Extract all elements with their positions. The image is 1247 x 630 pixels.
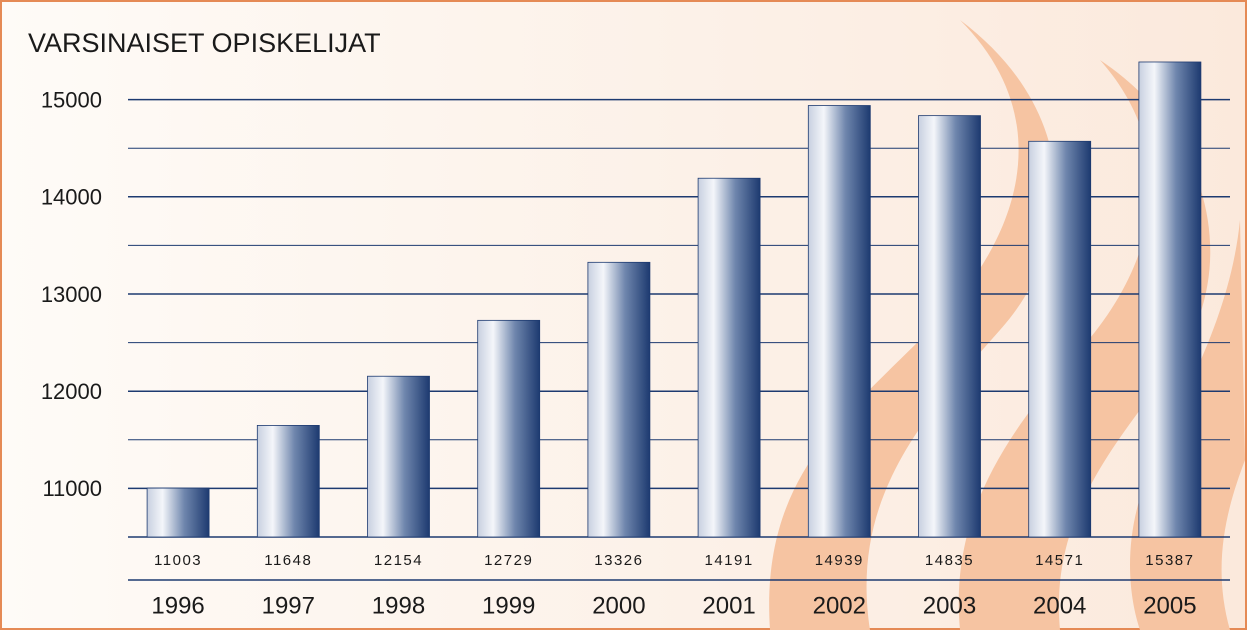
bar: [1029, 141, 1091, 537]
value-label: 12154: [374, 552, 423, 569]
x-tick-label: 2005: [1143, 592, 1196, 619]
bar: [257, 425, 319, 537]
chart-title: VARSINAISET OPISKELIJAT: [28, 28, 381, 58]
chart: VARSINAISET OPISKELIJAT 11000 12000 13000 1…: [0, 0, 1247, 630]
y-tick-label: 11000: [42, 476, 102, 501]
y-tick-label: 14000: [41, 185, 102, 210]
value-label: 14835: [925, 552, 974, 569]
x-tick-label: 2000: [592, 592, 645, 619]
value-label: 14191: [704, 552, 753, 569]
x-tick-label: 1998: [372, 592, 425, 619]
value-label: 12729: [484, 552, 533, 569]
bar: [588, 262, 650, 537]
x-tick-label: 1999: [482, 592, 535, 619]
x-tick-label: 2002: [813, 592, 866, 619]
bar: [147, 488, 209, 537]
page: {"chart_data": {"type": "bar", "title": …: [0, 0, 1247, 630]
x-tick-label: 2004: [1033, 592, 1086, 619]
value-label: 11648: [264, 552, 312, 569]
bar: [478, 320, 540, 537]
bar: [919, 116, 981, 537]
value-label: 11003: [154, 552, 202, 569]
x-tick-label: 1996: [151, 592, 204, 619]
bar: [808, 106, 870, 537]
value-label: 13326: [594, 552, 643, 569]
value-label: 15387: [1145, 552, 1194, 569]
bar: [1139, 62, 1201, 537]
value-label: 14571: [1035, 552, 1084, 569]
bar: [368, 376, 430, 537]
x-tick-label: 2003: [923, 592, 976, 619]
y-tick-label: 13000: [41, 282, 102, 307]
x-tick-label: 1997: [262, 592, 315, 619]
bar: [698, 178, 760, 537]
value-label: 14939: [815, 552, 864, 569]
y-tick-label: 12000: [41, 379, 102, 404]
y-tick-label: 15000: [41, 87, 102, 112]
x-tick-label: 2001: [702, 592, 755, 619]
